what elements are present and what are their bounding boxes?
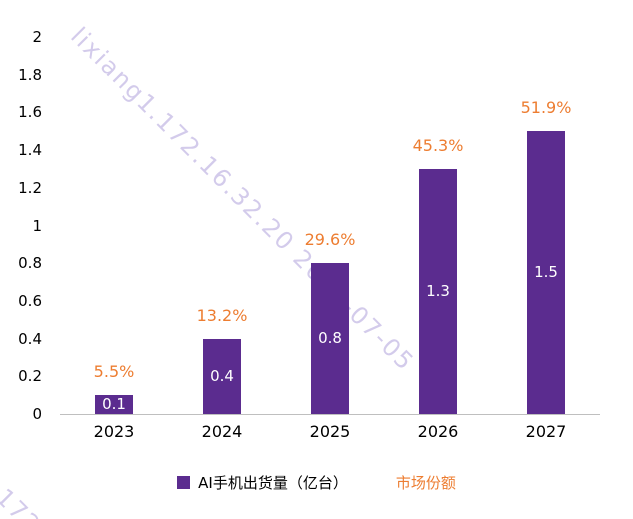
bar-value-label-2025: 0.8 xyxy=(318,329,342,348)
market-share-label-2025: 29.6% xyxy=(304,230,356,250)
y-tick-1.2: 1.2 xyxy=(18,178,42,197)
bar-2025: 0.8 xyxy=(311,263,349,414)
legend-swatch-shipments xyxy=(177,476,191,489)
x-label-2023: 2023 xyxy=(93,422,135,441)
legend: AI手机出货量（亿台） 市场份额 xyxy=(0,472,633,493)
x-label-2027: 2027 xyxy=(525,422,567,441)
y-tick-1: 1 xyxy=(32,216,42,235)
bar-2027: 1.5 xyxy=(527,131,565,414)
market-share-label-2027: 51.9% xyxy=(520,98,572,118)
bar-value-label-2023: 0.1 xyxy=(102,395,126,414)
y-tick-2: 2 xyxy=(32,28,42,46)
y-tick-1.4: 1.4 xyxy=(18,141,42,160)
y-tick-0.6: 0.6 xyxy=(18,291,42,310)
y-axis: 2 1.8 1.6 1.4 1.2 1 0.8 0.6 0.4 0.2 0 xyxy=(0,28,42,423)
legend-label-market-share: 市场份额 xyxy=(395,474,456,492)
legend-label-shipments: AI手机出货量（亿台） xyxy=(198,474,348,492)
y-tick-1.8: 1.8 xyxy=(18,65,42,84)
market-share-label-2024: 13.2% xyxy=(196,305,248,325)
bar-2023: 0.1 xyxy=(95,395,133,414)
x-label-2025: 2025 xyxy=(309,422,351,441)
x-label-2026: 2026 xyxy=(417,422,459,441)
bar-2024: 0.4 xyxy=(203,338,241,414)
y-tick-0.4: 0.4 xyxy=(18,329,42,348)
market-share-label-2023: 5.5% xyxy=(93,362,135,382)
y-tick-0: 0 xyxy=(32,405,42,423)
y-tick-0.8: 0.8 xyxy=(18,254,42,273)
plot-area: 0.1 5.5% 0.4 13.2% 0.8 29.6% 1.3 45.3% 1.5 51.9% xyxy=(60,37,600,415)
x-axis: 2023 2024 2025 2026 2027 xyxy=(60,422,600,441)
bar-value-label-2024: 0.4 xyxy=(210,366,234,385)
y-tick-0.2: 0.2 xyxy=(18,367,42,386)
bar-value-label-2027: 1.5 xyxy=(534,263,558,282)
bar-value-label-2026: 1.3 xyxy=(426,281,450,300)
y-tick-1.6: 1.6 xyxy=(18,103,42,122)
x-label-2024: 2024 xyxy=(201,422,243,441)
market-share-label-2026: 45.3% xyxy=(412,135,464,155)
bar-2026: 1.3 xyxy=(419,168,457,414)
